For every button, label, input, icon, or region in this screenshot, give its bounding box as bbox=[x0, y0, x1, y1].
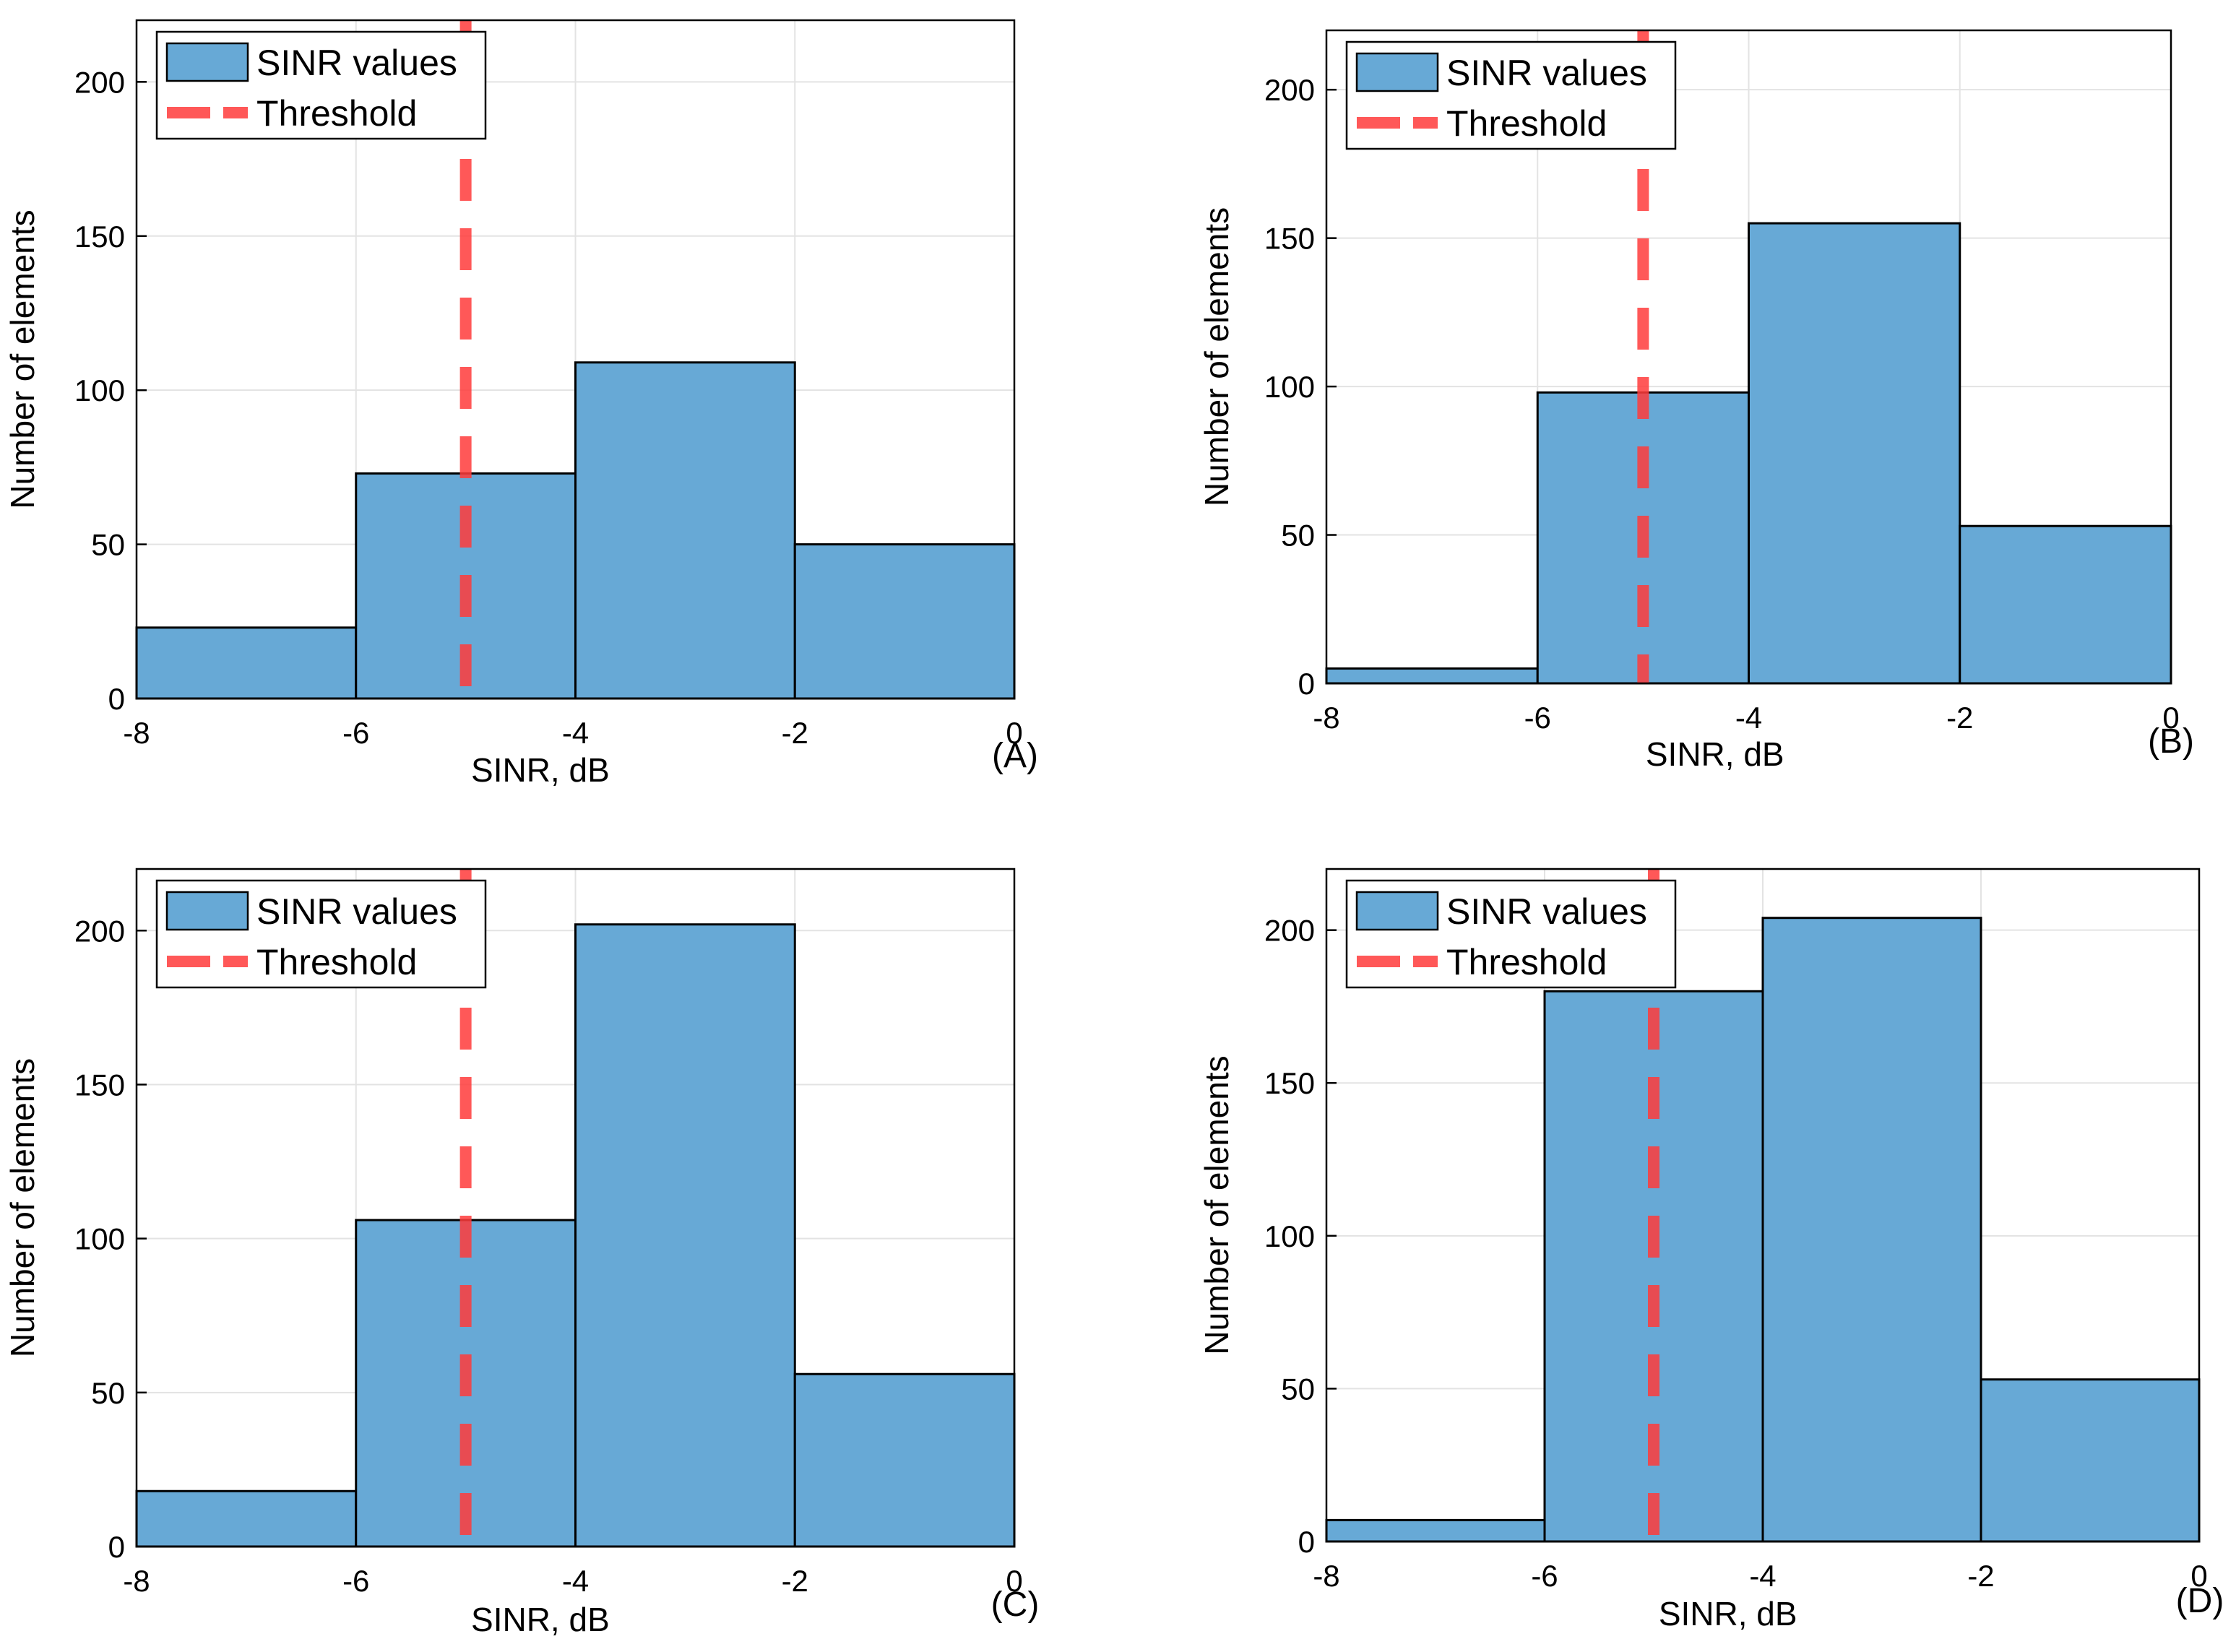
legend: SINR values Threshold bbox=[1345, 40, 1677, 150]
y-tick-label: 200 bbox=[1264, 73, 1315, 107]
y-axis-title: Number of elements bbox=[4, 1058, 41, 1357]
x-tick-label: 0 bbox=[1006, 716, 1022, 750]
legend-label-sinr: SINR values bbox=[256, 891, 457, 932]
y-tick-label: 100 bbox=[1264, 370, 1315, 404]
y-tick-label: 150 bbox=[74, 1068, 125, 1102]
x-tick-label: 0 bbox=[2190, 1559, 2207, 1593]
histogram-bar bbox=[793, 543, 1016, 700]
chart-panel-c: -8 -6 -4 -2 0 0 50 100 150 200 SINR, dB Number of e… bbox=[4, 868, 1040, 1638]
y-tick-label: 0 bbox=[1298, 1525, 1315, 1559]
x-axis-title: SINR, dB bbox=[471, 751, 610, 789]
x-axis-title: SINR, dB bbox=[1659, 1595, 1797, 1632]
x-tick-label: -4 bbox=[1735, 701, 1762, 735]
legend-label-sinr: SINR values bbox=[1446, 891, 1647, 932]
x-axis-title: SINR, dB bbox=[471, 1601, 610, 1638]
y-axis-title: Number of elements bbox=[1198, 1055, 1235, 1354]
y-tick-label: 150 bbox=[74, 220, 125, 254]
x-tick-label: -8 bbox=[123, 716, 150, 750]
x-tick-label: -6 bbox=[1524, 701, 1551, 735]
histogram-bar bbox=[135, 1489, 358, 1548]
y-tick-label: 0 bbox=[108, 1530, 125, 1564]
legend-swatch-bars bbox=[1355, 52, 1439, 92]
legend-label-threshold: Threshold bbox=[1446, 103, 1607, 144]
x-tick-label: -4 bbox=[1749, 1559, 1776, 1593]
legend-label-threshold: Threshold bbox=[1446, 942, 1607, 982]
legend-label-threshold: Threshold bbox=[256, 93, 417, 134]
histogram-bar bbox=[1980, 1378, 2201, 1543]
histogram-bar bbox=[574, 361, 796, 700]
panel-label: (D) bbox=[2176, 1582, 2224, 1620]
x-tick-label: -8 bbox=[123, 1564, 150, 1598]
x-tick-label: -2 bbox=[782, 716, 808, 750]
y-tick-label: 150 bbox=[1264, 222, 1315, 256]
y-tick-label: 0 bbox=[108, 682, 125, 716]
panel-label: (C) bbox=[991, 1586, 1040, 1624]
histogram-bar bbox=[793, 1372, 1016, 1548]
y-tick-label: 50 bbox=[1281, 1372, 1315, 1406]
y-axis-title: Number of elements bbox=[1198, 207, 1235, 506]
y-axis-title: Number of elements bbox=[4, 209, 41, 509]
x-tick-label: -6 bbox=[1531, 1559, 1558, 1593]
legend-label-sinr: SINR values bbox=[256, 43, 457, 83]
legend-label-sinr: SINR values bbox=[1446, 53, 1647, 93]
y-tick-label: 50 bbox=[1281, 519, 1315, 553]
histogram-bar bbox=[1325, 667, 1539, 685]
chart-panel-b: -8 -6 -4 -2 0 0 50 100 150 200 SINR, dB Number of e… bbox=[1198, 29, 2194, 773]
y-tick-label: 200 bbox=[74, 65, 125, 99]
chart-panel-a: -8 -6 -4 -2 0 0 50 100 150 200 SINR, dB Number of e… bbox=[4, 19, 1038, 789]
x-tick-label: -8 bbox=[1313, 1559, 1339, 1593]
legend: SINR values Threshold bbox=[155, 30, 487, 140]
legend: SINR values Threshold bbox=[1345, 879, 1677, 989]
x-tick-label: -2 bbox=[782, 1564, 808, 1598]
y-tick-label: 0 bbox=[1298, 667, 1315, 701]
legend-swatch-bars bbox=[165, 891, 249, 931]
y-tick-label: 50 bbox=[91, 1376, 125, 1410]
x-tick-label: -6 bbox=[342, 1564, 369, 1598]
histogram-bar bbox=[135, 626, 358, 700]
y-tick-label: 100 bbox=[74, 1222, 125, 1256]
histogram-bar bbox=[574, 923, 796, 1548]
y-tick-label: 100 bbox=[1264, 1219, 1315, 1253]
legend-label-threshold: Threshold bbox=[256, 942, 417, 982]
y-tick-label: 200 bbox=[1264, 914, 1315, 948]
y-tick-label: 100 bbox=[74, 373, 125, 407]
x-tick-label: -2 bbox=[1967, 1559, 1994, 1593]
panel-label: (B) bbox=[2148, 722, 2194, 761]
legend-swatch-bars bbox=[165, 42, 249, 82]
y-tick-label: 150 bbox=[1264, 1066, 1315, 1100]
x-tick-label: 0 bbox=[2162, 701, 2179, 735]
panel-label: (A) bbox=[992, 737, 1038, 775]
x-tick-label: 0 bbox=[1006, 1564, 1022, 1598]
x-tick-label: -4 bbox=[562, 716, 589, 750]
x-tick-label: -6 bbox=[342, 716, 369, 750]
histogram-bar bbox=[1325, 1518, 1546, 1543]
x-tick-label: -4 bbox=[562, 1564, 589, 1598]
x-tick-label: -8 bbox=[1313, 701, 1339, 735]
y-tick-label: 50 bbox=[91, 528, 125, 562]
legend-swatch-bars bbox=[1355, 891, 1439, 931]
histogram-bar bbox=[1748, 222, 1961, 685]
x-tick-label: -2 bbox=[1946, 701, 1973, 735]
chart-panel-d: -8 -6 -4 -2 0 0 50 100 150 200 SINR, dB Number of e… bbox=[1198, 868, 2224, 1632]
histogram-bar bbox=[1761, 917, 1982, 1543]
legend: SINR values Threshold bbox=[155, 879, 487, 989]
x-axis-title: SINR, dB bbox=[1646, 735, 1784, 773]
y-tick-label: 200 bbox=[74, 914, 125, 948]
histogram-bar bbox=[1959, 524, 2172, 685]
